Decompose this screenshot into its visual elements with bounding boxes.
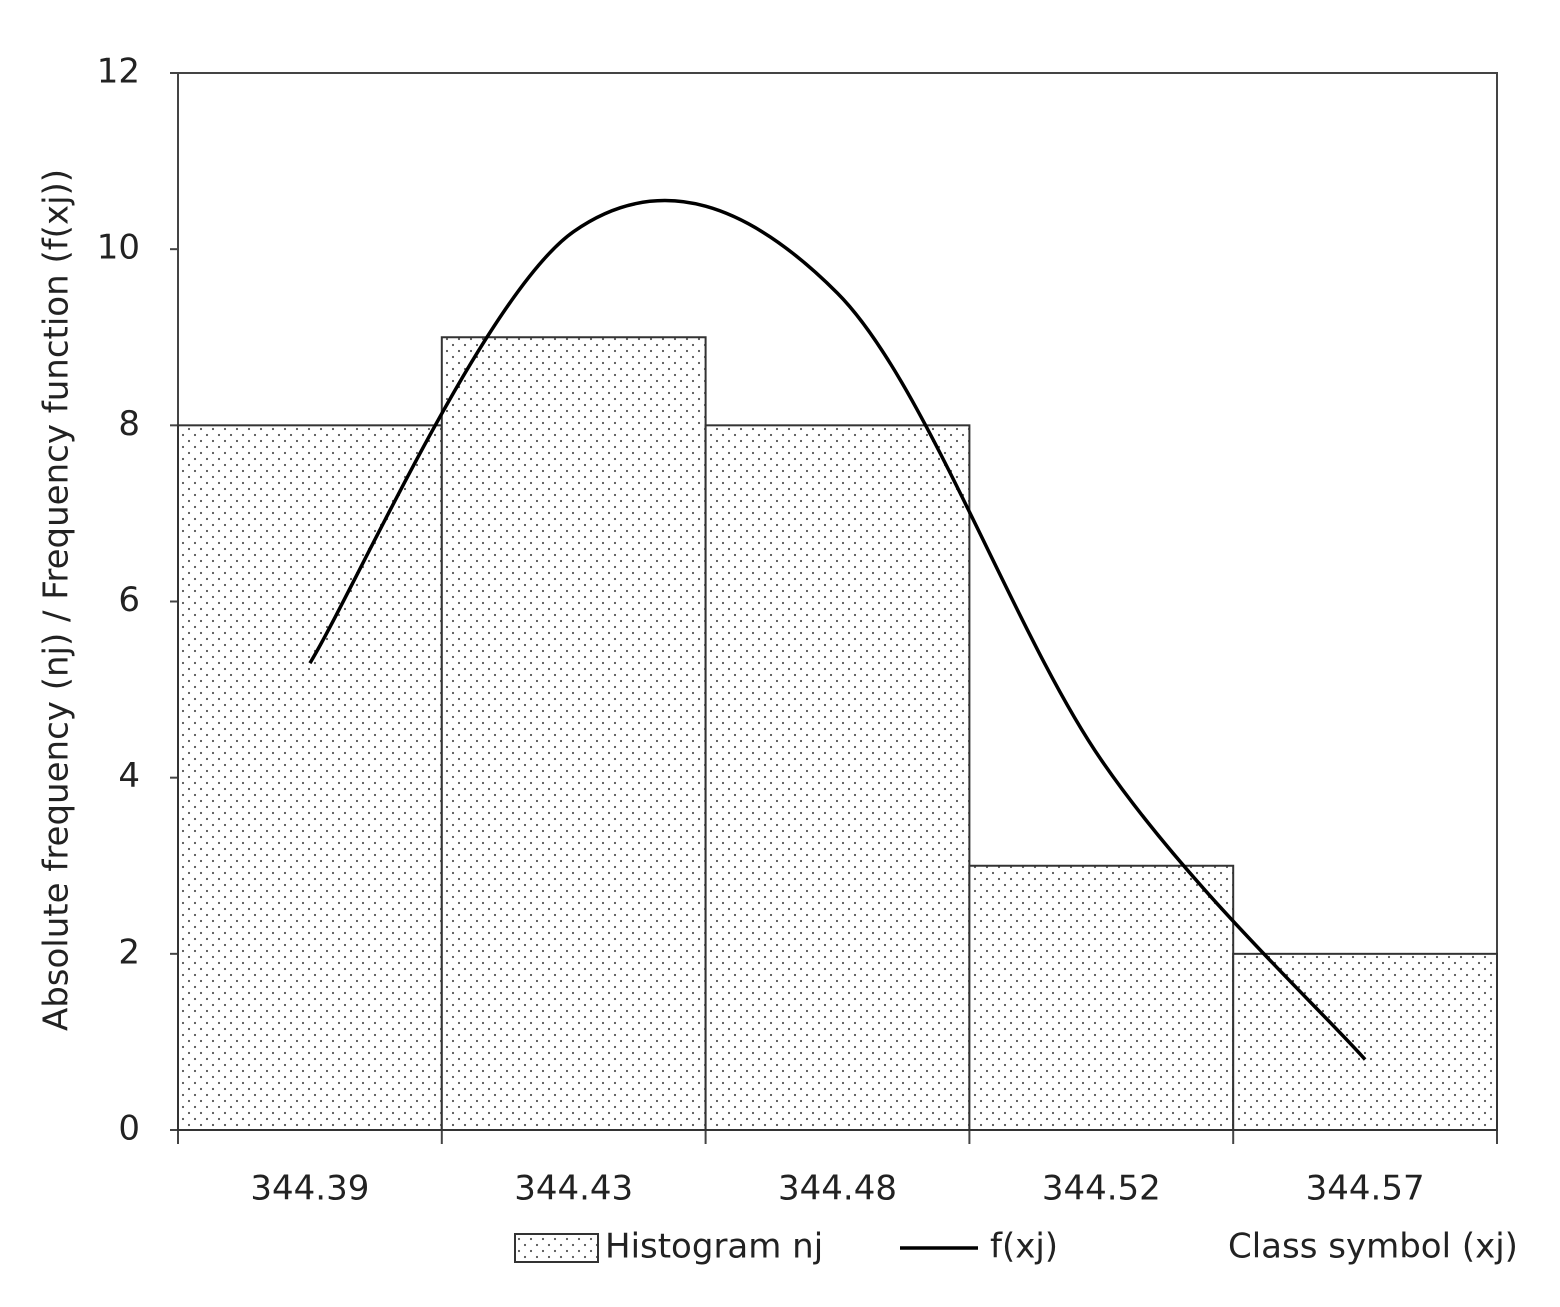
x-axis-title: Class symbol (xj)	[1228, 1227, 1518, 1267]
bar	[177, 424, 443, 1132]
y-tick-label: 4	[118, 756, 140, 796]
x-tick-label: 344.43	[514, 1169, 633, 1209]
y-tick-label: 6	[118, 580, 140, 620]
y-tick-label: 0	[118, 1109, 140, 1149]
x-tick-label: 344.57	[1306, 1169, 1425, 1209]
bar	[968, 864, 1235, 1131]
x-tick-label: 344.48	[778, 1169, 897, 1209]
legend-label: Histogram nj	[605, 1227, 823, 1267]
bar	[704, 424, 971, 1132]
x-tick-label: 344.52	[1042, 1169, 1161, 1209]
y-tick-label: 12	[97, 52, 140, 92]
bar	[1232, 952, 1498, 1131]
y-tick-label: 8	[118, 404, 140, 444]
x-tick-label: 344.39	[250, 1169, 369, 1209]
bar	[440, 336, 707, 1131]
legend-label: f(xj)	[990, 1227, 1058, 1267]
legend-swatch	[514, 1233, 599, 1263]
y-axis-title: Absolute frequency (nj) / Frequency func…	[37, 169, 77, 1031]
y-tick-label: 2	[118, 932, 140, 972]
y-tick-label: 10	[97, 228, 140, 268]
line	[308, 198, 1367, 1061]
